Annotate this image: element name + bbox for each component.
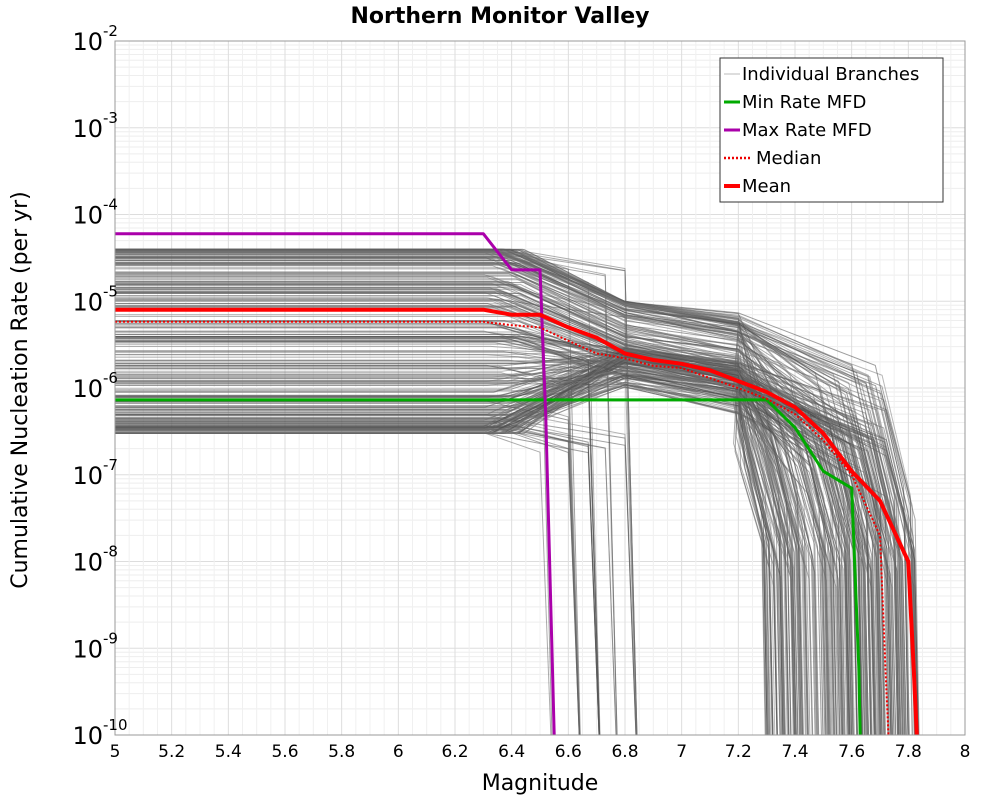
x-tick-label: 5.6 <box>271 742 298 762</box>
plot-frame <box>114 40 966 736</box>
y-tick-base: 10 <box>72 462 103 490</box>
legend-box <box>719 57 944 203</box>
y-tick-label: 10 -4 <box>72 196 118 230</box>
y-tick-exponent: -4 <box>103 196 118 214</box>
branch-line <box>115 263 836 735</box>
branch-line <box>115 320 850 735</box>
branch-line <box>115 295 773 735</box>
y-tick-exponent: -10 <box>103 716 128 734</box>
x-tick-label: 6.2 <box>441 742 468 762</box>
branch-line <box>115 271 914 735</box>
y-tick-base: 10 <box>72 202 103 230</box>
y-tick-label: 10 -5 <box>72 282 118 316</box>
branch-line <box>115 284 776 735</box>
branch-line <box>115 349 806 735</box>
x-tick-label: 5.8 <box>328 742 355 762</box>
x-tick-label: 6.4 <box>498 742 525 762</box>
x-tick-label: 7.6 <box>838 742 865 762</box>
x-tick-label: 6.8 <box>611 742 638 762</box>
branch-line <box>115 251 895 735</box>
x-tick-label: 7.8 <box>895 742 922 762</box>
legend: Individual Branches Min Rate MFD Max Rate … <box>719 57 944 203</box>
x-tick-label: 5.2 <box>158 742 185 762</box>
branch-line <box>115 323 789 735</box>
y-tick-exponent: -7 <box>103 456 118 474</box>
y-tick-base: 10 <box>72 549 103 577</box>
y-tick-exponent: -2 <box>103 22 118 40</box>
branch-line <box>115 356 801 735</box>
legend-label: Max Rate MFD <box>742 120 872 141</box>
branch-line <box>115 252 882 735</box>
y-tick-exponent: -9 <box>103 629 118 647</box>
individual-branches <box>115 248 920 735</box>
branch-line <box>115 370 848 735</box>
legend-label: Median <box>756 148 821 169</box>
y-tick-base: 10 <box>72 115 103 143</box>
branch-line <box>115 264 852 735</box>
y-tick-exponent: -5 <box>103 282 118 300</box>
branch-line <box>115 428 580 735</box>
x-tick-label: 5.4 <box>215 742 242 762</box>
x-tick-label: 7 <box>676 742 687 762</box>
legend-label: Mean <box>742 176 791 197</box>
y-tick-exponent: -3 <box>103 109 118 127</box>
branch-line <box>115 249 909 735</box>
series-lines <box>115 232 919 735</box>
y-tick-exponent: -8 <box>103 543 118 561</box>
branch-line <box>115 343 638 735</box>
x-tick-labels: 5 5.2 5.4 5.6 5.8 6 6.2 6.4 6.6 6.8 7 7.2 7.4 7.6 7.8 8 <box>110 742 971 762</box>
x-tick-label: 6.6 <box>555 742 582 762</box>
legend-label: Individual Branches <box>742 64 919 85</box>
y-tick-label: 10 -9 <box>72 629 118 663</box>
x-tick-label: 7.4 <box>781 742 808 762</box>
x-tick-label: 8 <box>960 742 971 762</box>
branch-line <box>115 339 601 735</box>
legend-label: Min Rate MFD <box>742 92 866 113</box>
y-axis-title: Cumulative Nucleation Rate (per yr) <box>8 191 33 589</box>
y-tick-base: 10 <box>72 375 103 403</box>
branch-line <box>115 384 831 735</box>
series-median <box>115 320 890 735</box>
y-tick-base: 10 <box>72 288 103 316</box>
branch-line <box>115 254 618 735</box>
series-max-rate-mfd <box>115 232 556 735</box>
y-tick-label: 10 -6 <box>72 369 118 403</box>
series-mean <box>115 307 919 735</box>
y-tick-base: 10 <box>72 722 103 750</box>
x-tick-label: 6 <box>393 742 404 762</box>
branch-line <box>115 267 910 735</box>
chart-title: Northern Monitor Valley <box>350 4 649 29</box>
x-tick-label: 5 <box>110 742 121 762</box>
y-tick-exponent: -6 <box>103 369 118 387</box>
y-tick-base: 10 <box>72 28 103 56</box>
branch-line <box>115 255 849 735</box>
branch-line <box>115 380 797 735</box>
y-tick-label: 10 -3 <box>72 109 118 143</box>
branch-line <box>115 265 841 735</box>
series-min-rate-mfd <box>115 398 862 735</box>
x-axis-title: Magnitude <box>482 771 599 796</box>
branch-line <box>115 249 860 735</box>
branch-line <box>115 372 581 735</box>
branch-line <box>115 370 783 735</box>
x-tick-label: 7.2 <box>725 742 752 762</box>
y-tick-label: 10 -2 <box>72 22 118 56</box>
branch-line <box>115 284 843 735</box>
y-tick-label: 10 -7 <box>72 456 118 490</box>
branch-line <box>115 367 869 735</box>
branch-line <box>115 258 898 735</box>
y-tick-label: 10 -10 <box>72 716 127 750</box>
y-tick-label: 10 -8 <box>72 543 118 577</box>
y-tick-base: 10 <box>72 635 103 663</box>
branch-line <box>115 289 827 735</box>
